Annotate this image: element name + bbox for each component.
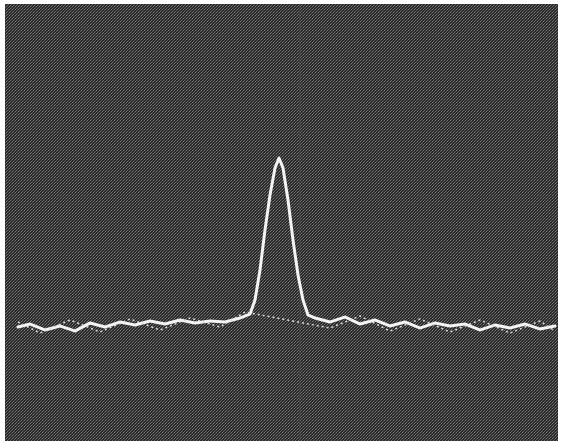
display-area	[5, 4, 558, 441]
page: (() => { const data = JSON.parse(documen…	[0, 0, 563, 448]
scope-screen	[0, 0, 563, 448]
